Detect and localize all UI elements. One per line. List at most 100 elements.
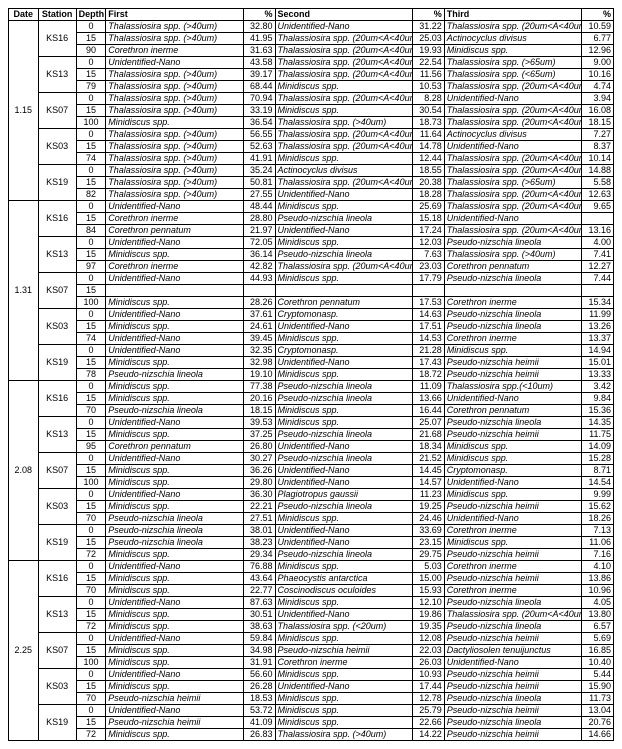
third-species: Corethron inerme [444, 561, 582, 573]
third-pct: 16.85 [582, 645, 614, 657]
table-row: 15Minidiscus spp.32.98Unidentified-Nano1… [9, 357, 614, 369]
second-species: Pseudo-nizschia lineola [275, 213, 413, 225]
second-species: Pseudo-nizschia lineola [275, 393, 413, 405]
depth-cell: 15 [76, 429, 106, 441]
first-species: Minidiscus spp. [106, 645, 244, 657]
third-pct: 15.36 [582, 405, 614, 417]
third-species: Corethron inerme [444, 333, 582, 345]
first-pct: 28.26 [243, 297, 275, 309]
first-species: Unidentified-Nano [106, 597, 244, 609]
third-species: Minidiscus spp. [444, 453, 582, 465]
second-species: Minidiscus spp. [275, 717, 413, 729]
second-pct: 19.25 [413, 501, 445, 513]
first-pct: 32.98 [243, 357, 275, 369]
first-species: Minidiscus spp. [106, 549, 244, 561]
first-species: Unidentified-Nano [106, 633, 244, 645]
table-row: KS190Unidentified-Nano32.35Cryptomonasp.… [9, 345, 614, 357]
third-pct: 14.88 [582, 165, 614, 177]
station-cell: KS13 [38, 597, 76, 633]
first-pct: 29.34 [243, 549, 275, 561]
second-species: Thalassiosira spp. (>40um) [275, 117, 413, 129]
table-row: 70Minidiscus spp.22.77Coscinodiscus ocul… [9, 585, 614, 597]
table-row: 15Thalassiosira spp. (>40um)50.81Thalass… [9, 177, 614, 189]
third-species: Unidentified-Nano [444, 513, 582, 525]
second-pct: 17.51 [413, 321, 445, 333]
third-species: Corethron inerme [444, 525, 582, 537]
second-species: Pseudo-nizschia heimii [275, 645, 413, 657]
station-cell: KS03 [38, 129, 76, 165]
second-species: Minidiscus spp. [275, 237, 413, 249]
depth-cell: 0 [76, 345, 106, 357]
first-pct: 28.80 [243, 213, 275, 225]
first-pct: 56.55 [243, 129, 275, 141]
third-species: Thalassiosira spp. (20um<A<40um) [444, 189, 582, 201]
depth-cell: 70 [76, 405, 106, 417]
first-species: Thalassiosira spp. (>40um) [106, 153, 244, 165]
first-species: Minidiscus spp. [106, 465, 244, 477]
table-row: KS130Unidentified-Nano72.05Minidiscus sp… [9, 237, 614, 249]
first-species: Minidiscus spp. [106, 609, 244, 621]
first-species: Minidiscus spp. [106, 429, 244, 441]
second-species: Unidentified-Nano [275, 189, 413, 201]
first-species [106, 285, 244, 297]
second-species: Thalassiosira spp. (20um<A<40um) [275, 33, 413, 45]
first-pct: 41.91 [243, 153, 275, 165]
first-species: Pseudo-nizschia lineola [106, 525, 244, 537]
second-pct: 12.78 [413, 693, 445, 705]
first-pct: 44.93 [243, 273, 275, 285]
third-species: Actinocyclus divisus [444, 129, 582, 141]
first-species: Minidiscus spp. [106, 381, 244, 393]
depth-cell: 74 [76, 333, 106, 345]
first-pct: 41.09 [243, 717, 275, 729]
second-pct: 21.68 [413, 429, 445, 441]
depth-cell: 0 [76, 669, 106, 681]
third-pct: 10.96 [582, 585, 614, 597]
third-pct: 16.08 [582, 105, 614, 117]
table-row: 95Corethron pennatum26.80Unidentified-Na… [9, 441, 614, 453]
depth-cell: 0 [76, 381, 106, 393]
first-species: Unidentified-Nano [106, 561, 244, 573]
depth-cell: 0 [76, 597, 106, 609]
third-pct: 13.33 [582, 369, 614, 381]
first-pct: 30.51 [243, 609, 275, 621]
table-row: KS070Unidentified-Nano59.84Minidiscus sp… [9, 633, 614, 645]
second-pct [413, 285, 445, 297]
third-species: Pseudo-nizschia lineola [444, 621, 582, 633]
first-species: Unidentified-Nano [106, 669, 244, 681]
second-species: Minidiscus spp. [275, 105, 413, 117]
third-pct: 11.73 [582, 693, 614, 705]
second-pct: 18.73 [413, 117, 445, 129]
first-pct: 22.21 [243, 501, 275, 513]
first-pct: 87.63 [243, 597, 275, 609]
first-species: Thalassiosira spp. (>40um) [106, 33, 244, 45]
second-species: Unidentified-Nano [275, 441, 413, 453]
first-pct: 68.44 [243, 81, 275, 93]
table-row: 15Corethron inerme28.80Pseudo-nizschia l… [9, 213, 614, 225]
third-pct: 20.76 [582, 717, 614, 729]
first-species: Thalassiosira spp. (>40um) [106, 141, 244, 153]
depth-cell: 100 [76, 117, 106, 129]
first-species: Minidiscus spp. [106, 321, 244, 333]
third-species: Pseudo-nizschia heimii [444, 633, 582, 645]
table-row: 15Minidiscus spp.24.61Unidentified-Nano1… [9, 321, 614, 333]
table-row: 2.08KS160Minidiscus spp.77.38Pseudo-nizs… [9, 381, 614, 393]
depth-cell: 0 [76, 705, 106, 717]
depth-cell: 95 [76, 441, 106, 453]
first-pct: 37.61 [243, 309, 275, 321]
second-pct: 14.45 [413, 465, 445, 477]
third-species: Dactyliosolen tenuijunctus [444, 645, 582, 657]
third-species: Pseudo-nizschia lineola [444, 717, 582, 729]
table-row: 15 [9, 285, 614, 297]
third-species: Pseudo-nizschia lineola [444, 237, 582, 249]
first-species: Unidentified-Nano [106, 201, 244, 213]
table-row: 72Minidiscus spp.38.63Thalassiosira spp.… [9, 621, 614, 633]
first-pct: 56.60 [243, 669, 275, 681]
table-row: KS130Unidentified-Nano43.58Thalassiosira… [9, 57, 614, 69]
second-pct: 15.93 [413, 585, 445, 597]
first-species: Thalassiosira spp. (>40um) [106, 21, 244, 33]
third-species: Unidentified-Nano [444, 657, 582, 669]
col-pct3: % [582, 9, 614, 21]
first-pct: 39.17 [243, 69, 275, 81]
third-species: Thalassiosira spp. (>40um) [444, 249, 582, 261]
second-species: Thalassiosira spp. (<20um) [275, 621, 413, 633]
